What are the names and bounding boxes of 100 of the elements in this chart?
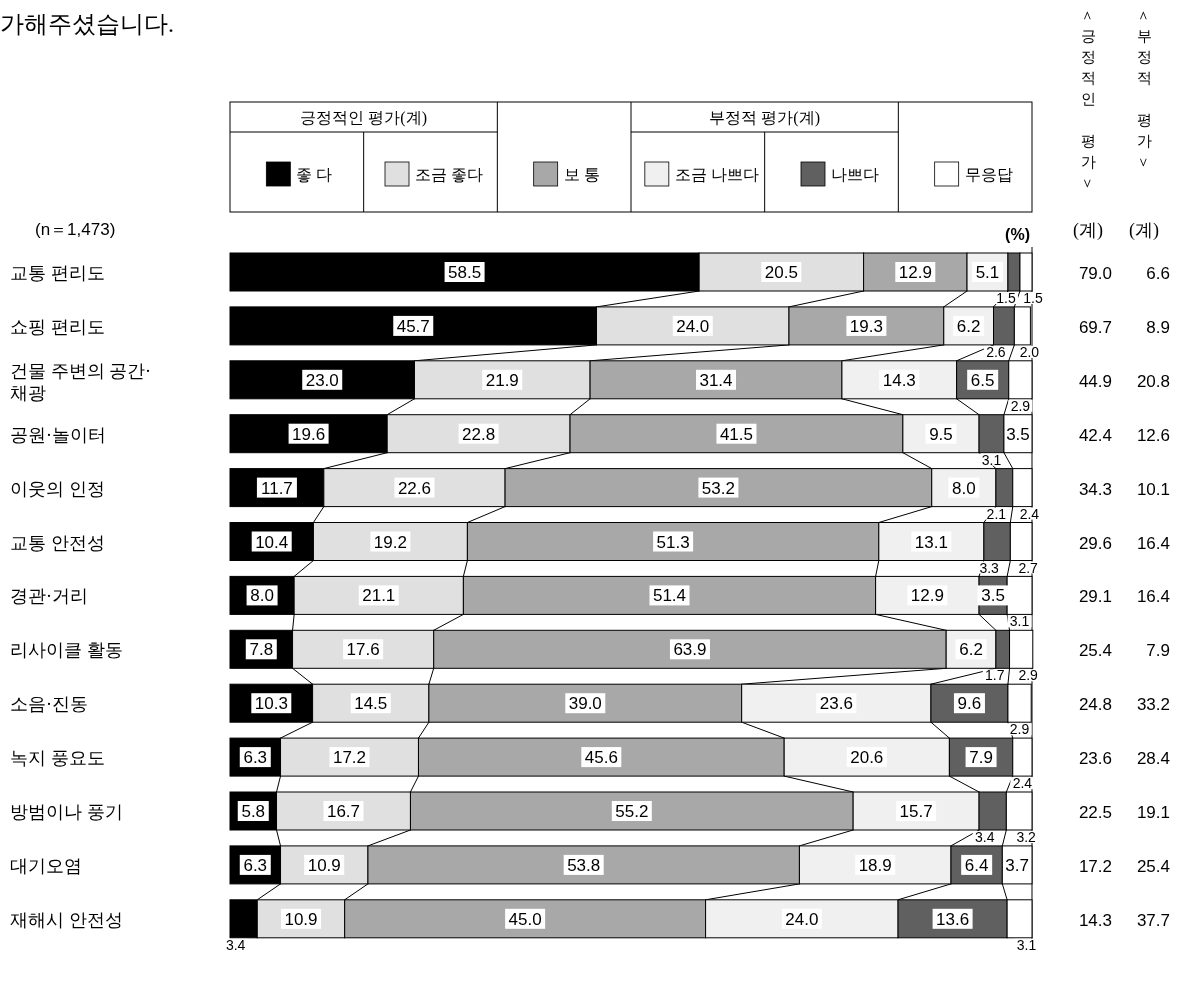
data-label: 2.7 [1018,559,1039,576]
data-label: 13.1 [914,532,948,552]
y-tick-label: 녹지 풍요도 [10,748,105,769]
data-label: 6.2 [959,640,983,660]
text: 37.7 [1136,910,1170,930]
y-tick-label: 건물 주변의 공간·채광 [10,360,151,403]
text: 6.6 [1146,264,1170,283]
data-label: 3.4 [974,829,995,845]
legend-label: 조금 나쁘다 [674,166,759,183]
data-label: 2.6 [986,343,1006,360]
data-label: 51.3 [656,532,690,552]
data-label: 21.1 [362,586,396,606]
text: 20.8 [1136,371,1170,391]
data-label: 2.9 [1018,667,1039,684]
data-label: 14.5 [354,694,388,714]
data-label: 20.5 [764,263,798,282]
text: 42.4 [1078,425,1112,445]
text: 14.3 [1078,910,1112,930]
data-label: 10.9 [284,909,318,929]
data-label: 23.6 [819,694,853,714]
data-label: 2.0 [1019,343,1040,360]
data-label: 2.9 [1010,397,1031,414]
text: 25.4 [1136,856,1170,876]
data-label: 13.6 [936,909,970,929]
data-label: 5.1 [975,263,1000,282]
data-label: 8.0 [952,478,976,498]
legend-label: 조금 좋다 [415,166,483,183]
y-tick-label: 재해시 안전성 [10,909,123,930]
data-label: 12.9 [898,263,932,282]
data-label: 3.5 [1006,424,1030,444]
data-label: 19.6 [292,424,326,444]
legend-label: 나쁘다 [831,166,879,183]
data-label: 45.0 [508,909,542,929]
data-label: 19.3 [849,316,883,336]
legend-label: 무응답 [964,166,1013,183]
data-label: 3.7 [1005,855,1029,875]
text: 12.6 [1136,425,1170,445]
data-label: 10.9 [307,855,341,875]
chart-title: 가해주셨습니다. [0,11,174,37]
data-label: 45.7 [396,316,430,336]
data-label: 6.3 [243,748,268,768]
text: 28.4 [1136,749,1170,769]
data-label: 2.4 [1012,775,1033,792]
data-label: 16.7 [326,802,361,821]
data-label: 53.2 [701,478,735,498]
data-label: 6.5 [970,370,995,390]
data-label: 24.0 [676,316,710,336]
data-label: 17.6 [346,640,380,660]
data-label: 3.1 [1016,936,1037,953]
text: (%) [1005,226,1030,243]
text: 8.9 [1146,317,1170,337]
data-label: 2.9 [1009,721,1030,738]
data-label: 39.0 [568,694,602,714]
data-label: 7.8 [249,640,274,660]
text: (계) [1073,220,1103,241]
data-label: 15.7 [899,802,933,821]
data-label: 3.1 [1009,613,1030,630]
text: 19.1 [1136,803,1170,822]
text: 긍정적인 평가(계) [300,109,427,127]
data-label: 22.8 [462,424,496,444]
data-label: 1.5 [996,290,1016,306]
data-label: 5.8 [241,802,266,821]
legend-label: 좋 다 [296,166,333,183]
text: 10.1 [1136,479,1170,499]
data-label: 58.5 [448,263,482,282]
data-label: 2.1 [986,505,1007,522]
data-label: 53.8 [567,855,601,875]
legend-label: 보 통 [563,166,600,183]
text: ＜부정적 평가＞ [1136,7,1152,170]
data-label: 3.2 [1016,829,1037,845]
text: 29.6 [1078,533,1112,553]
data-label: 10.3 [254,694,288,714]
text: 24.8 [1078,695,1112,715]
y-tick-label: 대기오염 [10,855,82,876]
text: 44.9 [1078,371,1112,391]
y-tick-label: 교통 편리도 [10,263,105,283]
data-label: 18.9 [858,855,892,875]
y-tick-label: 경관·거리 [10,586,88,607]
data-label: 11.7 [261,478,293,498]
data-label: 9.6 [957,694,982,714]
text: (계) [1129,220,1159,241]
data-label: 21.9 [485,370,519,390]
data-label: 8.0 [250,586,274,606]
text: 29.1 [1078,587,1112,607]
data-label: 23.0 [305,370,339,390]
data-label: 12.9 [910,586,944,606]
data-label: 3.1 [981,451,1002,468]
data-label: 6.3 [243,855,268,875]
data-label: 24.0 [785,909,819,929]
text: 부정적 평가(계) [709,109,820,127]
text: 16.4 [1136,587,1170,607]
data-label: 55.2 [615,802,649,821]
data-label: 2.4 [1019,505,1040,522]
y-tick-label: 소음·진동 [10,694,88,715]
data-label: 31.4 [699,370,733,390]
y-tick-label: 리사이클 활동 [10,640,123,661]
data-label: 17.2 [332,748,367,768]
text: (n＝1,473) [35,220,116,239]
text: ＜긍정적인 평가＞ [1080,7,1096,191]
data-label: 45.6 [584,748,618,768]
